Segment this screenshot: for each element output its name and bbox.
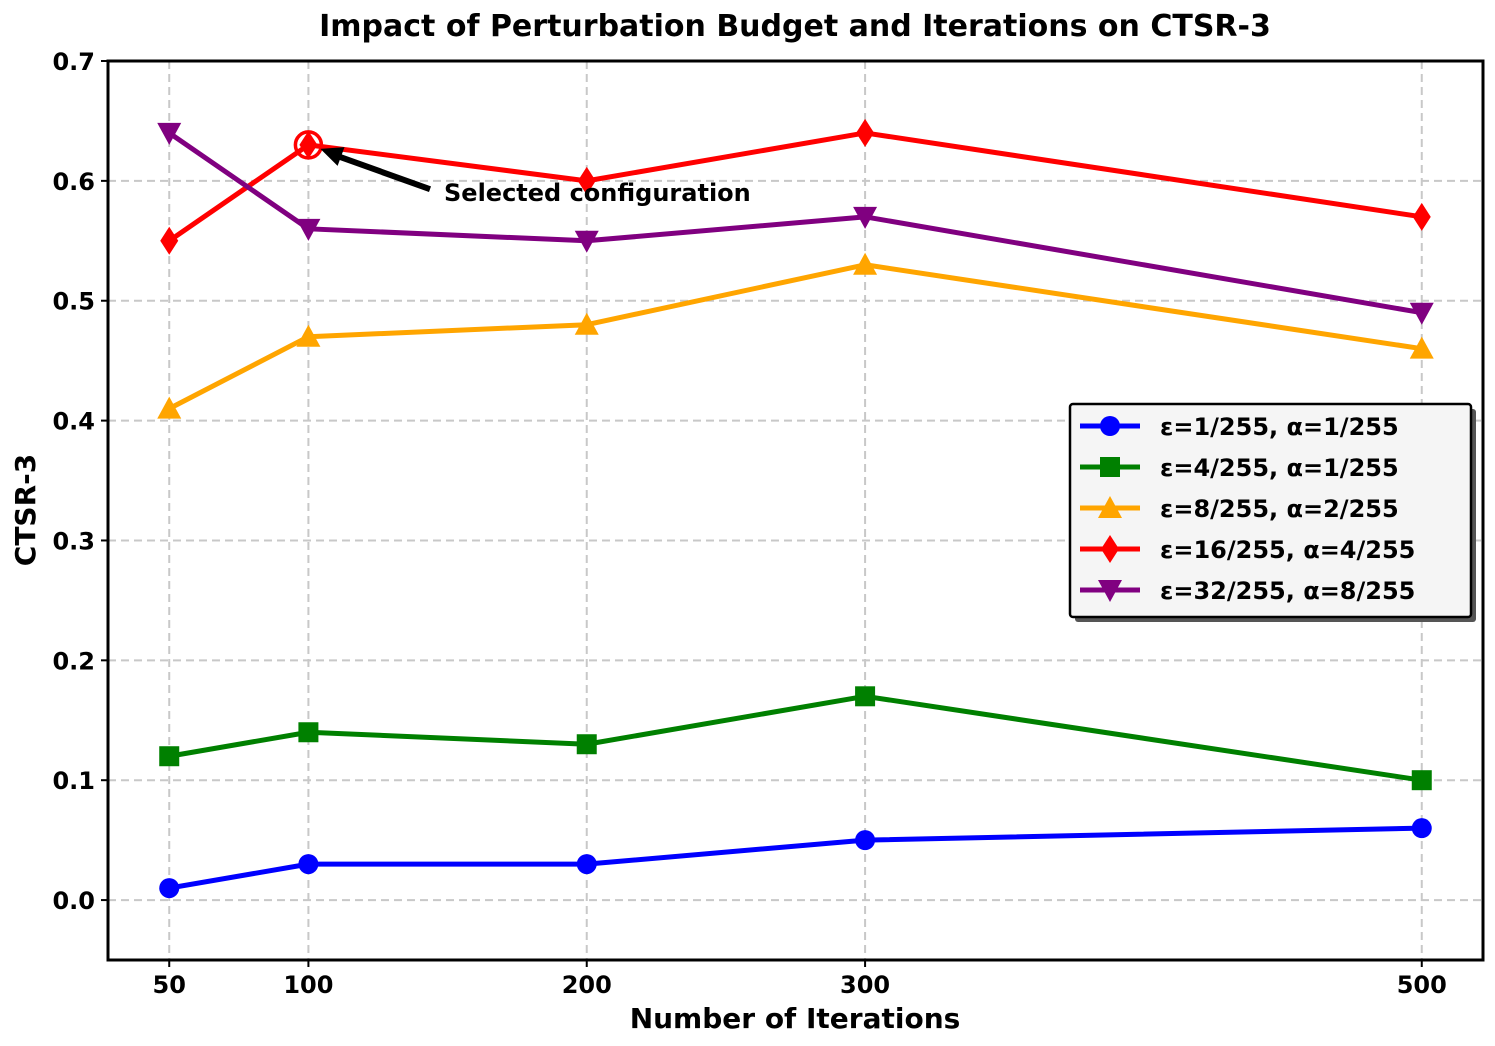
legend-item: ε=1/255, α=1/255 (1080, 413, 1399, 441)
data-point (1409, 302, 1434, 325)
data-point (855, 830, 876, 851)
data-point (576, 734, 597, 755)
series (157, 122, 1434, 325)
legend-label: ε=32/255, α=8/255 (1160, 577, 1415, 605)
selected-point-highlight (293, 130, 324, 160)
legend-swatch-marker (1101, 535, 1119, 563)
legend: ε=1/255, α=1/255 ε=4/255, α=1/255 ε=8/255,… (1068, 402, 1476, 622)
data-point (1412, 202, 1431, 231)
y-axis-ticks: 0.0 0.1 0.2 0.3 0.4 0.5 0.6 0.7 (52, 48, 108, 915)
legend-label: ε=1/255, α=1/255 (1160, 413, 1399, 441)
data-point (159, 878, 180, 899)
data-point (296, 218, 321, 241)
annotation-arrow-head (320, 147, 345, 166)
annotation-arrow-shaft (333, 152, 432, 193)
x-tick-label: 200 (562, 971, 612, 999)
series (160, 118, 1431, 255)
annotation-layer: Selected configuration (293, 130, 751, 207)
data-point (299, 130, 318, 159)
y-tick-label: 0.4 (52, 408, 95, 436)
series (159, 818, 1432, 899)
x-axis-ticks: 50 100 200 300 500 (153, 960, 1447, 999)
y-tick-label: 0.1 (52, 767, 95, 795)
legend-item: ε=4/255, α=1/255 (1080, 454, 1399, 482)
data-point (574, 230, 599, 253)
legend-swatch-marker (1100, 457, 1120, 477)
data-point (157, 122, 182, 145)
data-point (1409, 336, 1434, 359)
data-point (1411, 770, 1432, 791)
y-tick-label: 0.5 (52, 288, 95, 316)
series (159, 686, 1432, 791)
data-point (574, 312, 599, 335)
data-point (157, 396, 182, 419)
legend-item: ε=8/255, α=2/255 (1080, 495, 1399, 523)
data-point (296, 324, 321, 347)
series-layer (157, 118, 1434, 899)
y-tick-label: 0.6 (52, 168, 95, 196)
legend-swatch-marker (1098, 496, 1122, 518)
series-line (168, 693, 1423, 783)
data-point (576, 854, 597, 875)
annotation-label: Selected configuration (444, 179, 751, 207)
y-tick-label: 0.3 (52, 527, 95, 555)
x-tick-label: 300 (840, 971, 890, 999)
data-point (853, 206, 878, 229)
data-point (160, 226, 179, 255)
data-point (298, 854, 319, 875)
y-tick-label: 0.7 (52, 48, 95, 76)
data-point (159, 746, 180, 767)
legend-item: ε=16/255, α=4/255 (1080, 535, 1415, 564)
data-point (577, 166, 596, 195)
legend-swatch-marker (1100, 416, 1120, 436)
y-tick-label: 0.0 (52, 887, 95, 915)
y-tick-label: 0.2 (52, 647, 95, 675)
y-axis-label: CTSR-3 (9, 454, 42, 566)
x-tick-label: 500 (1397, 971, 1447, 999)
series-line (168, 262, 1423, 411)
legend-box (1068, 402, 1473, 619)
series (157, 252, 1434, 419)
x-tick-label: 50 (153, 971, 186, 999)
plot-frame (106, 59, 1485, 962)
legend-label: ε=16/255, α=4/255 (1160, 536, 1415, 564)
legend-item: ε=32/255, α=8/255 (1080, 577, 1415, 605)
series-line (168, 825, 1422, 891)
data-point (855, 686, 876, 707)
legend-swatch-marker (1098, 580, 1122, 602)
data-point (298, 722, 319, 743)
data-point (1411, 818, 1432, 839)
data-point (853, 252, 878, 275)
data-point (856, 118, 875, 147)
x-tick-label: 100 (283, 971, 333, 999)
x-axis-label: Number of Iterations (630, 1002, 961, 1035)
legend-label: ε=8/255, α=2/255 (1160, 495, 1399, 523)
chart-title: Impact of Perturbation Budget and Iterat… (319, 9, 1271, 44)
legend-label: ε=4/255, α=1/255 (1160, 454, 1399, 482)
